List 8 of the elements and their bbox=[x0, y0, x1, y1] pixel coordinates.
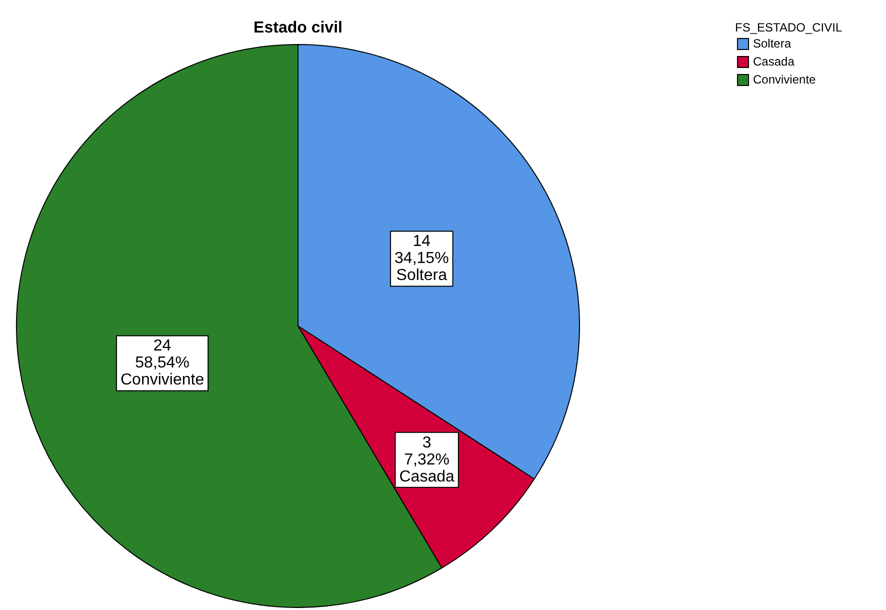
data-label: 3 7,32% Casada bbox=[399, 434, 455, 486]
legend-title: FS_ESTADO_CIVIL bbox=[735, 20, 842, 34]
chart-title: Estado civil bbox=[254, 19, 342, 36]
data-label: 24 58,54% Conviviente bbox=[120, 338, 204, 389]
legend-label: Conviviente bbox=[753, 72, 816, 86]
data-label: 14 34,15% Soltera bbox=[394, 233, 449, 284]
legend-label: Soltera bbox=[753, 36, 792, 50]
legend-label: Casada bbox=[753, 54, 795, 68]
